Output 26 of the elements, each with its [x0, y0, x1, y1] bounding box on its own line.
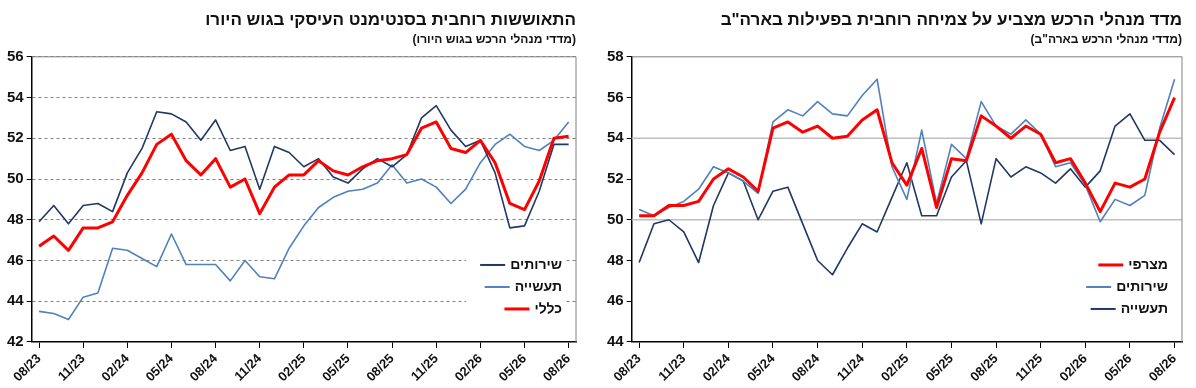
- legend-label: כללי: [534, 299, 562, 316]
- y-tick-label: 46: [7, 250, 24, 268]
- y-tick-label: 48: [7, 209, 24, 227]
- legend-label: מצרפי: [1128, 255, 1168, 272]
- y-tick-label: 44: [7, 291, 25, 309]
- y-tick-label: 54: [607, 128, 625, 146]
- y-tick-label: 54: [7, 87, 25, 105]
- y-tick-label: 56: [607, 87, 624, 105]
- y-tick-label: 56: [7, 46, 24, 64]
- legend-label: תעשייה: [1120, 299, 1168, 316]
- legend-label: שירותים: [510, 255, 562, 272]
- legend-label: שירותים: [1116, 277, 1168, 294]
- legend-label: תעשייה: [514, 277, 562, 294]
- y-tick-label: 42: [7, 332, 24, 350]
- y-tick-label: 48: [607, 250, 624, 268]
- y-tick-label: 52: [607, 169, 624, 187]
- chart-subtitle: (מדדי מנהלי הרכש בגוש היורו): [412, 31, 576, 46]
- chart-title: מדד מנהלי הרכש מצביע על צמיחה רוחבית בפעילות בארה"ב: [720, 9, 1182, 29]
- y-tick-label: 52: [7, 128, 24, 146]
- y-tick-label: 46: [607, 291, 624, 309]
- y-tick-label: 44: [607, 332, 625, 350]
- chart-title: התאוששות רוחבית בסנטימנט העיסקי בגוש היורו: [205, 9, 576, 29]
- y-tick-label: 58: [607, 46, 624, 64]
- y-tick-label: 50: [7, 169, 24, 187]
- chart-subtitle: (מדדי מנהלי הרכש בארה"ב): [1030, 31, 1182, 46]
- y-tick-label: 50: [607, 209, 624, 227]
